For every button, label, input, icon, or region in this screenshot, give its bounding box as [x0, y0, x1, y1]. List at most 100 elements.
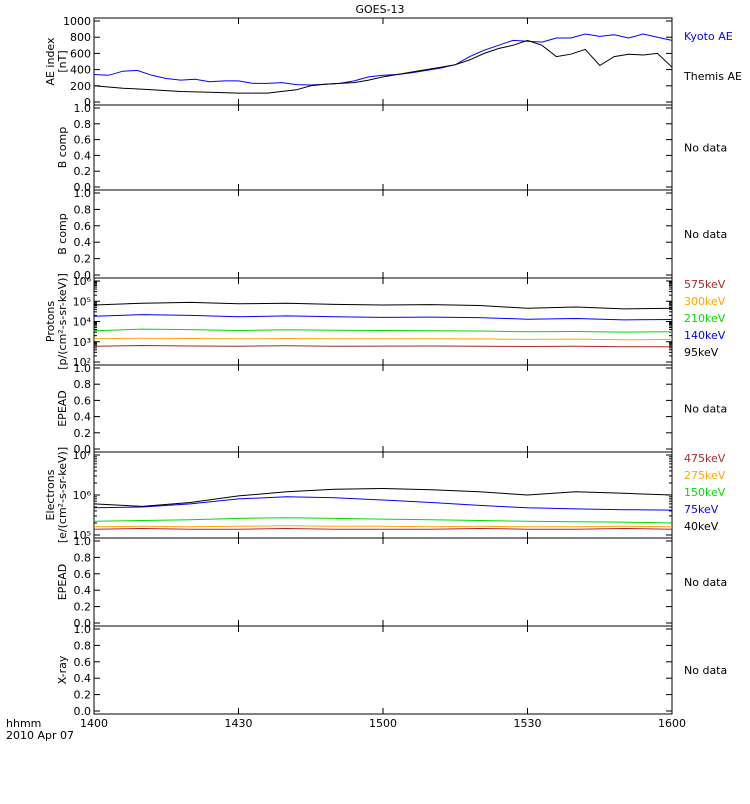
y-tick-label-epead1: 0.8: [74, 378, 92, 391]
series-line-electrons-475kev: [93, 527, 673, 530]
legend-label-protons: 140keV: [684, 329, 726, 342]
legend-label-ae: Themis AE: [683, 70, 742, 83]
panel-frame-electrons: [93, 451, 673, 539]
y-tick-label-xray: 0.4: [74, 672, 92, 685]
legend-label-protons: 575keV: [684, 278, 726, 291]
no-data-label-bcomp1: No data: [684, 142, 727, 155]
y-axis-label-ae: [nT]: [56, 50, 69, 72]
legend-label-electrons: 75keV: [684, 503, 719, 516]
y-tick-label-xray: 0.0: [74, 705, 92, 718]
y-tick-label-epead2: 1.0: [74, 535, 92, 548]
y-tick-label-epead2: 0.6: [74, 568, 92, 581]
y-tick-label-protons: 10⁶: [73, 275, 92, 288]
y-axis-label-protons: [p/(cm²-s-sr-keV)]: [56, 273, 69, 370]
y-tick-label-bcomp1: 0.0: [74, 181, 92, 194]
y-axis-label-bcomp2: B comp: [56, 213, 69, 255]
x-tick-label: 1400: [80, 717, 108, 730]
y-tick-label-ae: 600: [70, 47, 91, 60]
panel-frame-bcomp2: [93, 189, 673, 279]
series-line-electrons-275kev: [93, 525, 673, 528]
y-axis-label-electrons: Electrons: [44, 469, 57, 520]
legend-label-protons: 95keV: [684, 346, 719, 359]
y-tick-label-bcomp1: 1.0: [74, 102, 92, 115]
series-line-protons-95kev: [93, 301, 673, 310]
no-data-label-bcomp2: No data: [684, 228, 727, 241]
legend-label-electrons: 475keV: [684, 452, 726, 465]
y-tick-label-bcomp2: 0.6: [74, 220, 92, 233]
series-line-ae-kyoto-ae: [93, 33, 673, 86]
x-tick-label: 1430: [225, 717, 253, 730]
y-tick-label-bcomp2: 0.8: [74, 203, 92, 216]
y-tick-label-epead2: 0.4: [74, 584, 92, 597]
panel-frame-protons: [93, 277, 673, 366]
y-tick-label-xray: 1.0: [74, 623, 92, 636]
y-tick-label-xray: 0.2: [74, 689, 92, 702]
y-tick-label-electrons: 10⁶: [73, 489, 92, 502]
series-line-protons-140kev: [93, 314, 673, 321]
x-tick-label: 1530: [514, 717, 542, 730]
panel-frame-xray: [93, 625, 673, 715]
y-tick-label-bcomp2: 1.0: [74, 187, 92, 200]
y-tick-label-epead2: 0.0: [74, 617, 92, 630]
y-axis-label-epead2: EPEAD: [56, 564, 69, 601]
y-tick-label-protons: 10²: [73, 356, 91, 369]
y-tick-label-xray: 0.8: [74, 639, 92, 652]
y-tick-label-bcomp1: 0.8: [74, 118, 92, 131]
y-tick-label-epead2: 0.2: [74, 601, 92, 614]
series-line-electrons-150kev: [93, 517, 673, 524]
chart-title: GOES-13: [355, 3, 404, 16]
y-tick-label-bcomp1: 0.6: [74, 134, 92, 147]
y-tick-label-epead1: 0.6: [74, 394, 92, 407]
y-tick-label-bcomp2: 0.2: [74, 253, 92, 266]
no-data-label-xray: No data: [684, 664, 727, 677]
y-tick-label-epead1: 0.2: [74, 427, 92, 440]
y-tick-label-bcomp2: 0.0: [74, 269, 92, 282]
y-tick-label-bcomp2: 0.4: [74, 236, 92, 249]
y-tick-label-epead1: 0.4: [74, 411, 92, 424]
no-data-label-epead2: No data: [684, 576, 727, 589]
panel-frame-epead2: [93, 537, 673, 627]
y-axis-label-electrons: [e/(cm²-s-sr-keV)]: [56, 447, 69, 543]
y-axis-label-protons: Protons: [44, 301, 57, 342]
y-tick-label-protons: 10⁴: [73, 316, 92, 329]
x-tick-label: 1600: [658, 717, 686, 730]
no-data-label-epead1: No data: [684, 403, 727, 416]
series-line-ae-themis-ae: [93, 39, 673, 94]
legend-label-electrons: 40keV: [684, 520, 719, 533]
legend-label-electrons: 275keV: [684, 469, 726, 482]
y-tick-label-protons: 10⁵: [73, 295, 91, 308]
series-line-electrons-40kev: [93, 487, 673, 507]
y-axis-label-epead1: EPEAD: [56, 390, 69, 427]
y-tick-label-ae: 400: [70, 64, 91, 77]
y-tick-label-epead1: 1.0: [74, 362, 92, 375]
y-tick-label-ae: 1000: [63, 15, 91, 28]
panel-frame-epead1: [93, 364, 673, 453]
date-label: 2010 Apr 07: [6, 729, 74, 742]
y-tick-label-epead1: 0.0: [74, 443, 92, 456]
y-tick-label-ae: 200: [70, 80, 91, 93]
y-tick-label-epead2: 0.8: [74, 551, 92, 564]
panel-frame-bcomp1: [93, 104, 673, 191]
legend-label-ae: Kyoto AE: [684, 30, 733, 43]
y-tick-label-ae: 0: [84, 96, 91, 109]
time-format-label: hhmm: [6, 717, 41, 730]
legend-label-electrons: 150keV: [684, 486, 726, 499]
series-line-protons-210kev: [93, 328, 673, 333]
y-tick-label-electrons: 10⁷: [73, 449, 91, 462]
y-axis-label-ae: AE index: [44, 37, 57, 86]
y-axis-label-xray: X-ray: [56, 655, 69, 684]
x-tick-label: 1500: [369, 717, 397, 730]
series-line-electrons-75kev: [93, 496, 673, 511]
y-tick-label-protons: 10³: [73, 336, 91, 349]
y-tick-label-electrons: 10⁵: [73, 529, 91, 542]
y-tick-label-bcomp1: 0.2: [74, 165, 92, 178]
series-line-protons-300kev: [93, 337, 673, 341]
y-axis-label-bcomp1: B comp: [56, 127, 69, 169]
y-tick-label-xray: 0.6: [74, 656, 92, 669]
legend-label-protons: 300keV: [684, 295, 726, 308]
series-line-protons-575kev: [93, 344, 673, 348]
legend-label-protons: 210keV: [684, 312, 726, 325]
y-tick-label-bcomp1: 0.4: [74, 149, 92, 162]
